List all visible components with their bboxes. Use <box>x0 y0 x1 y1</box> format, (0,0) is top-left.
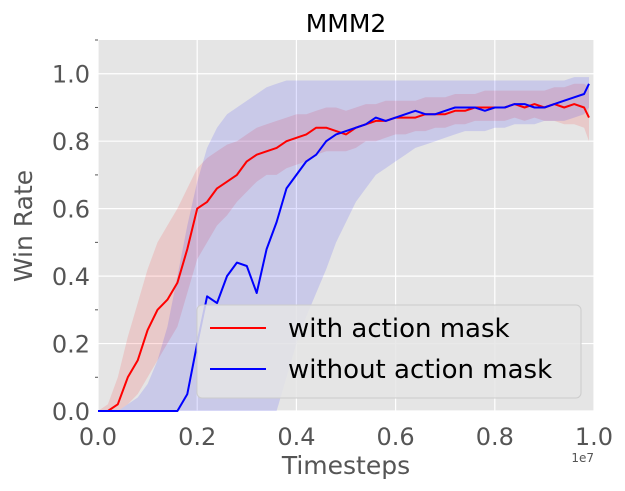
legend-box <box>196 304 582 399</box>
y-tick-label: 0.2 <box>52 331 90 359</box>
y-axis-label: Win Rate <box>9 170 38 282</box>
legend-label-without-action-mask: without action mask <box>288 355 552 385</box>
line-without-action-mask <box>98 83 590 412</box>
legend-label-with-action-mask: with action mask <box>288 314 510 344</box>
x-tick-label: 0.6 <box>377 423 415 451</box>
y-tick-label: 0.8 <box>52 128 90 156</box>
band-with-action-mask <box>98 83 589 412</box>
y-tick-label: 1.0 <box>52 61 90 89</box>
legend: with action mask without action mask <box>196 304 582 399</box>
y-tick-label: 0.0 <box>52 398 90 426</box>
series-lines <box>98 83 590 412</box>
y-tick-label: 0.4 <box>52 263 90 291</box>
x-tick-label: 1.0 <box>575 423 613 451</box>
axis-ticks: 0.0 0.2 0.4 0.6 0.8 1.0 0.0 0.2 0.4 0.6 0.8 1.0 <box>52 39 613 451</box>
y-tick-label: 0.6 <box>52 196 90 224</box>
x-axis-label: Timesteps <box>281 451 410 480</box>
chart-title: MMM2 <box>306 9 387 38</box>
x-tick-label: 0.0 <box>79 423 117 451</box>
x-tick-label: 0.2 <box>178 423 216 451</box>
x-tick-label: 0.8 <box>476 423 514 451</box>
x-axis-offset-label: 1e7 <box>571 451 594 465</box>
x-tick-label: 0.4 <box>277 423 315 451</box>
